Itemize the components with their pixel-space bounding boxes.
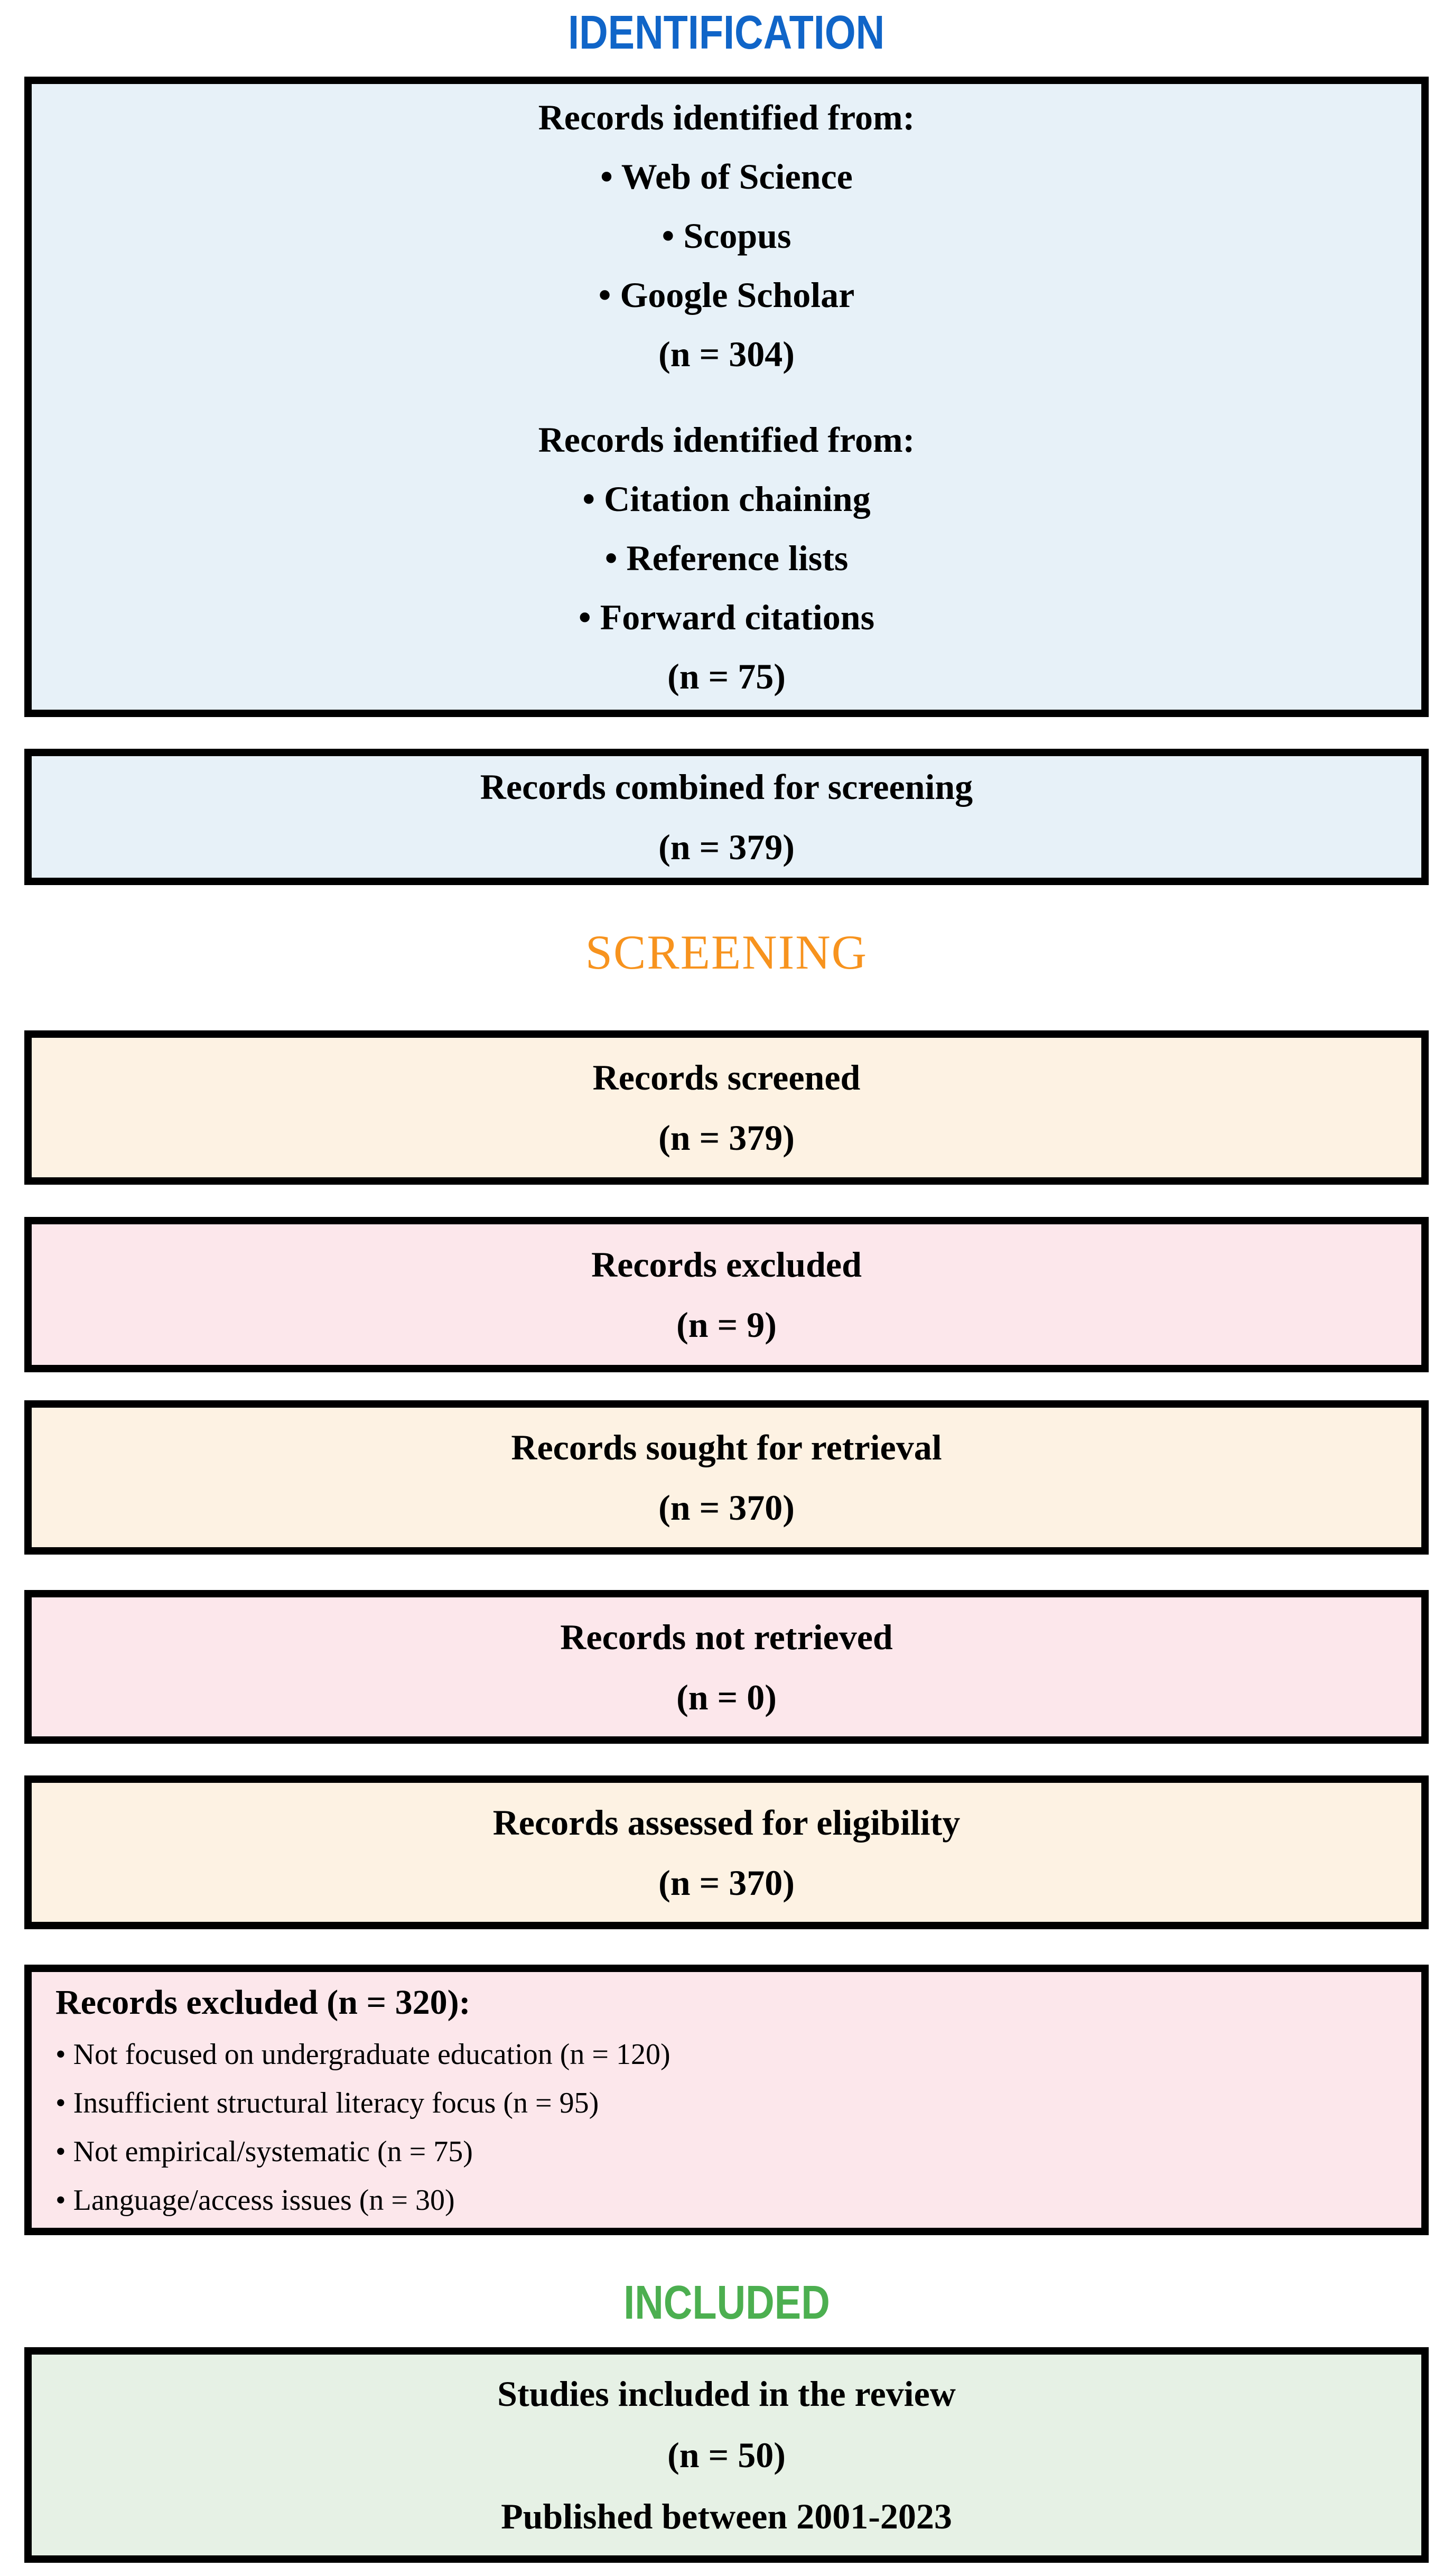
group-title: Records identified from: xyxy=(538,97,915,137)
exclusion-title: Records excluded (n = 320): xyxy=(55,1983,471,2022)
box-records-excluded: Records excluded (n = 9) xyxy=(24,1217,1429,1372)
stage-header-identification: IDENTIFICATION xyxy=(0,7,1453,58)
box-studies-included: Studies included in the review (n = 50) … xyxy=(24,2347,1429,2563)
bullet-item: • Citation chaining xyxy=(582,479,871,519)
group-count: (n = 75) xyxy=(667,656,786,696)
box-count: (n = 9) xyxy=(676,1305,777,1345)
stage-header-identification-label: IDENTIFICATION xyxy=(568,6,885,59)
exclusion-reason: • Not empirical/systematic (n = 75) xyxy=(55,2135,473,2168)
box-note: Published between 2001-2023 xyxy=(501,2496,952,2536)
stage-header-screening: SCREENING xyxy=(0,926,1453,979)
identified-database-group: Records identified from: • Web of Scienc… xyxy=(32,88,1421,384)
bullet-item: • Forward citations xyxy=(578,597,875,637)
box-records-sought: Records sought for retrieval (n = 370) xyxy=(24,1400,1429,1555)
box-label: Studies included in the review xyxy=(497,2374,956,2414)
box-count: (n = 370) xyxy=(658,1487,795,1528)
box-label: Records assessed for eligibility xyxy=(492,1802,961,1843)
exclusion-reason: • Language/access issues (n = 30) xyxy=(55,2184,455,2217)
box-label: Records sought for retrieval xyxy=(511,1427,942,1467)
box-records-screened: Records screened (n = 379) xyxy=(24,1030,1429,1185)
box-label: Records not retrieved xyxy=(560,1616,893,1657)
box-records-excluded-detail: Records excluded (n = 320): • Not focuse… xyxy=(24,1965,1429,2235)
box-label: Records combined for screening xyxy=(480,767,973,807)
bullet-item: • Web of Science xyxy=(600,156,853,197)
bullet-item: • Scopus xyxy=(662,216,791,256)
box-count: (n = 379) xyxy=(658,1118,795,1158)
box-records-assessed: Records assessed for eligibility (n = 37… xyxy=(24,1775,1429,1929)
box-label: Records excluded xyxy=(591,1244,862,1285)
box-count: (n = 0) xyxy=(676,1677,777,1717)
exclusion-reason: • Not focused on undergraduate education… xyxy=(55,2038,670,2071)
box-records-identified: Records identified from: • Web of Scienc… xyxy=(24,77,1429,717)
stage-header-included-label: INCLUDED xyxy=(623,2276,830,2329)
identified-citation-group: Records identified from: • Citation chai… xyxy=(32,410,1421,706)
group-title: Records identified from: xyxy=(538,420,915,460)
box-count: (n = 50) xyxy=(667,2435,786,2475)
box-label: Records screened xyxy=(592,1057,861,1098)
exclusion-reason: • Insufficient structural literacy focus… xyxy=(55,2087,599,2119)
stage-header-included: INCLUDED xyxy=(0,2277,1453,2328)
box-count: (n = 379) xyxy=(658,827,795,867)
bullet-item: • Google Scholar xyxy=(598,275,855,315)
stage-header-screening-label: SCREENING xyxy=(585,925,868,979)
box-records-not-retrieved: Records not retrieved (n = 0) xyxy=(24,1590,1429,1744)
box-records-combined: Records combined for screening (n = 379) xyxy=(24,749,1429,885)
box-count: (n = 370) xyxy=(658,1862,795,1903)
bullet-item: • Reference lists xyxy=(604,538,849,578)
group-count: (n = 304) xyxy=(658,334,795,374)
